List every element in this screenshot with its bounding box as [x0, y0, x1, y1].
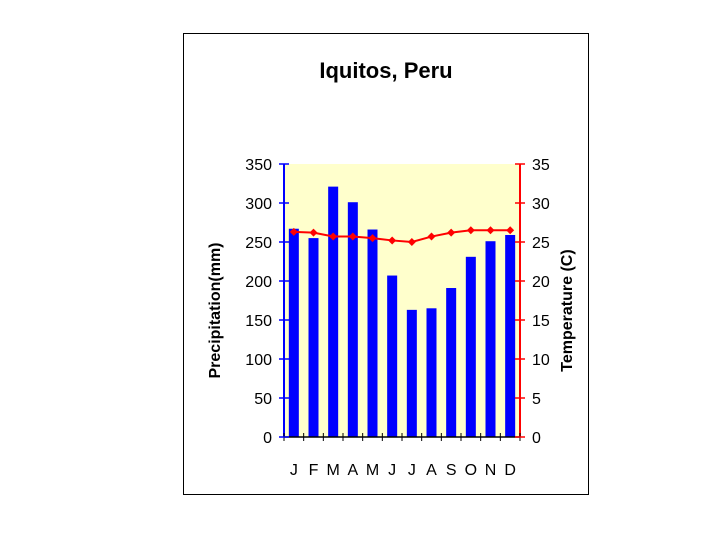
y-tick-label-left: 250 [245, 235, 272, 252]
x-tick-label: D [504, 462, 516, 479]
y-tick-label-right: 25 [532, 235, 550, 252]
x-tick-label: F [309, 462, 319, 479]
y-tick-label-right: 0 [532, 430, 541, 447]
y-tick-label-right: 15 [532, 313, 550, 330]
bar-series [288, 186, 516, 437]
precip-bar-6 [387, 275, 398, 437]
precip-bar-11 [485, 241, 496, 437]
temperature-point-11 [486, 226, 495, 235]
temperature-point-1 [289, 227, 298, 236]
chart-frame: Iquitos, Peru 0 50 100 150 200 250 300 350 0 5 10 1… [183, 33, 589, 495]
precip-bar-5 [367, 229, 378, 437]
y-tick-label-left: 200 [245, 274, 272, 291]
x-tick-label: S [446, 462, 457, 479]
precip-bar-9 [446, 288, 457, 437]
precip-bar-8 [426, 308, 437, 437]
y-tick-label-left: 0 [263, 430, 272, 447]
y-axis-title-left: Precipitation(mm) [207, 242, 224, 378]
y-tick-label-right: 5 [532, 391, 541, 408]
x-tick-label: O [465, 462, 477, 479]
x-tick-label: J [408, 462, 416, 479]
temperature-point-7 [407, 238, 416, 246]
temperature-point-2 [309, 228, 318, 237]
temperature-point-12 [506, 226, 515, 235]
x-tick-label: M [366, 462, 379, 479]
axes [279, 163, 525, 441]
temperature-point-6 [388, 236, 397, 245]
temperature-point-3 [329, 232, 338, 241]
y-tick-label-right: 30 [532, 196, 550, 213]
y-tick-label-right: 10 [532, 352, 550, 369]
y-tick-label-right: 20 [532, 274, 550, 291]
precip-bar-3 [328, 186, 339, 437]
x-tick-label: J [290, 462, 298, 479]
precip-bar-1 [288, 228, 299, 437]
temperature-point-8 [427, 232, 436, 241]
y-tick-label-left: 50 [254, 391, 272, 408]
precip-bar-10 [465, 256, 476, 437]
y-tick-label-left: 350 [245, 157, 272, 174]
x-tick-label: A [347, 462, 358, 479]
temperature-point-9 [447, 228, 456, 237]
temperature-series [289, 226, 515, 246]
y-tick-label-right: 35 [532, 157, 550, 174]
chart-svg: Iquitos, Peru 0 50 100 150 200 250 300 350 0 5 10 1… [207, 58, 576, 479]
plot-area [284, 164, 520, 437]
x-tick-label: M [327, 462, 340, 479]
precip-bar-4 [347, 202, 358, 437]
precip-bar-12 [505, 234, 516, 437]
temperature-point-10 [466, 226, 475, 235]
temperature-point-4 [348, 232, 357, 241]
y-axis-title-right: Temperature (C) [559, 249, 576, 371]
precip-bar-2 [308, 238, 319, 437]
precip-bar-7 [406, 309, 417, 437]
y-tick-label-left: 300 [245, 196, 272, 213]
x-tick-label: J [388, 462, 396, 479]
temperature-point-5 [368, 234, 377, 243]
x-tick-label: N [485, 462, 497, 479]
y-tick-label-left: 150 [245, 313, 272, 330]
y-tick-label-left: 100 [245, 352, 272, 369]
x-tick-label: A [426, 462, 437, 479]
chart-title: Iquitos, Peru [319, 58, 452, 83]
